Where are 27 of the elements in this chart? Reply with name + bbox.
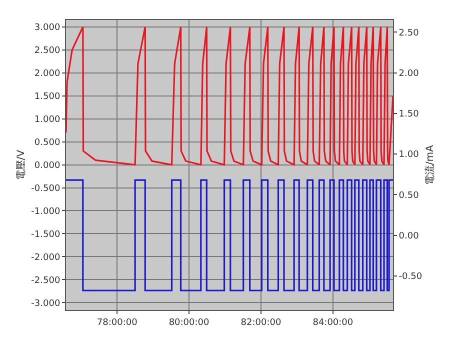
y2-axis-title: 電流/mA [424,144,436,185]
y-tick-label: 0.000 [34,160,60,171]
y-tick-label: -1.500 [31,230,60,240]
x-tick-label: 78:00:00 [96,318,138,328]
y-tick-label: 3.000 [34,23,60,34]
y2-tick-label: 2.00 [398,68,420,79]
y2-tick-label: 1.00 [398,150,420,160]
y2-tick-label: -0.50 [398,272,422,282]
y-tick-label: 2.500 [34,46,60,56]
x-tick-label: 82:00:00 [240,318,282,328]
x-tick-label: 84:00:00 [312,318,354,328]
y2-tick-label: 1.50 [398,110,420,120]
y-tick-label: 2.000 [34,69,60,79]
y-tick-label: 1.500 [34,92,60,102]
y2-tick-label: 0.50 [398,190,420,201]
y2-tick-label: 0.00 [398,231,420,242]
y-axis-title: 電壓/V [15,150,28,180]
y-tick-label: 0.500 [34,138,60,148]
y2-tick-label: 2.50 [398,28,420,38]
y-tick-label: -1.000 [31,206,60,217]
y-tick-label: -2.000 [31,252,60,263]
y-tick-label: -0.500 [31,184,60,194]
line-series [66,26,393,166]
y-tick-label: -3.000 [31,298,60,309]
x-tick-label: 80:00:00 [168,318,210,328]
y-tick-label: -2.500 [31,276,60,286]
y-tick-label: 1.000 [34,114,60,125]
